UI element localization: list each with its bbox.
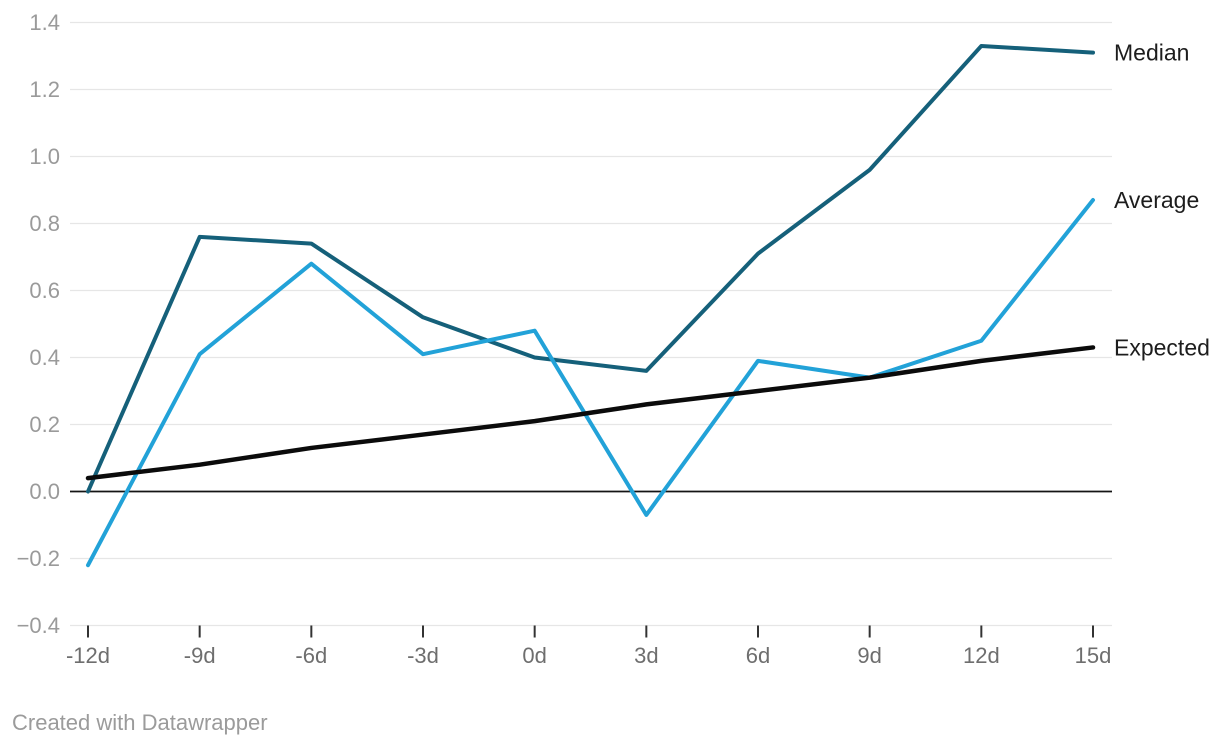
y-tick-label: 1.0 [29,144,60,169]
series-line-average [86,198,1095,568]
x-tick-label: -12d [66,643,110,668]
y-tick-label: 1.4 [29,10,60,35]
y-tick-label: 0.8 [29,211,60,236]
series-label-average: Average [1114,187,1199,213]
series-label-median: Median [1114,40,1189,66]
x-tick-label: 6d [746,643,770,668]
x-tick-label: -9d [184,643,216,668]
y-tick-label: −0.2 [17,546,60,571]
x-tick-label: 0d [522,643,546,668]
x-tick-label: 15d [1075,643,1112,668]
y-tick-label: −0.4 [17,613,60,638]
y-tick-label: 0.2 [29,412,60,437]
y-tick-label: 0.6 [29,278,60,303]
y-tick-label: 1.2 [29,77,60,102]
x-tick-label: -3d [407,643,439,668]
x-tick-label: 9d [857,643,881,668]
series-line-median [86,43,1095,494]
y-tick-label: 0.0 [29,479,60,504]
series-label-expected: Expected [1114,334,1210,360]
x-tick-label: 3d [634,643,658,668]
attribution-text: Created with Datawrapper [12,710,268,735]
y-tick-label: 0.4 [29,345,60,370]
series-line-expected [85,345,1096,481]
x-tick-label: -6d [295,643,327,668]
x-tick-label: 12d [963,643,1000,668]
